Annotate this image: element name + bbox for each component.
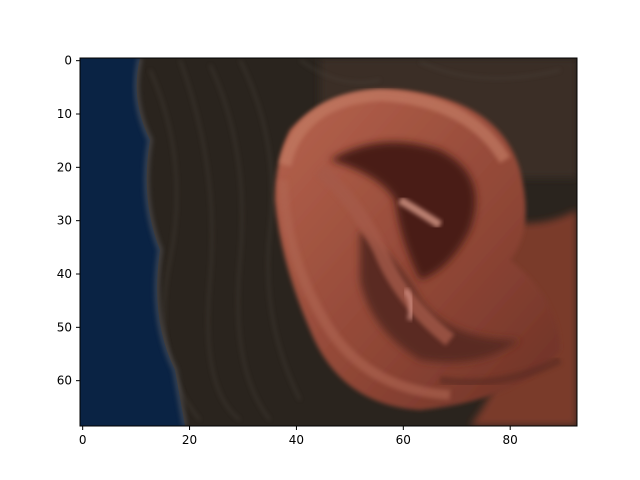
axes-frame	[79, 57, 578, 427]
y-tick-label: 0	[64, 54, 72, 68]
x-tick-label: 20	[182, 433, 197, 447]
y-axis: 0 10 20 30 40 50 60	[57, 54, 80, 388]
y-tick-label: 10	[57, 107, 72, 121]
x-axis: 0 20 40 60 80	[79, 426, 518, 447]
y-tick-label: 30	[57, 214, 72, 228]
x-tick-label: 60	[396, 433, 411, 447]
y-tick-label: 50	[57, 320, 72, 334]
x-tick-label: 80	[503, 433, 518, 447]
y-tick-label: 20	[57, 160, 72, 174]
x-tick-label: 0	[79, 433, 87, 447]
ear-photo-image	[80, 58, 577, 426]
y-tick-label: 40	[57, 267, 72, 281]
y-tick-label: 60	[57, 374, 72, 388]
x-tick-label: 40	[289, 433, 304, 447]
